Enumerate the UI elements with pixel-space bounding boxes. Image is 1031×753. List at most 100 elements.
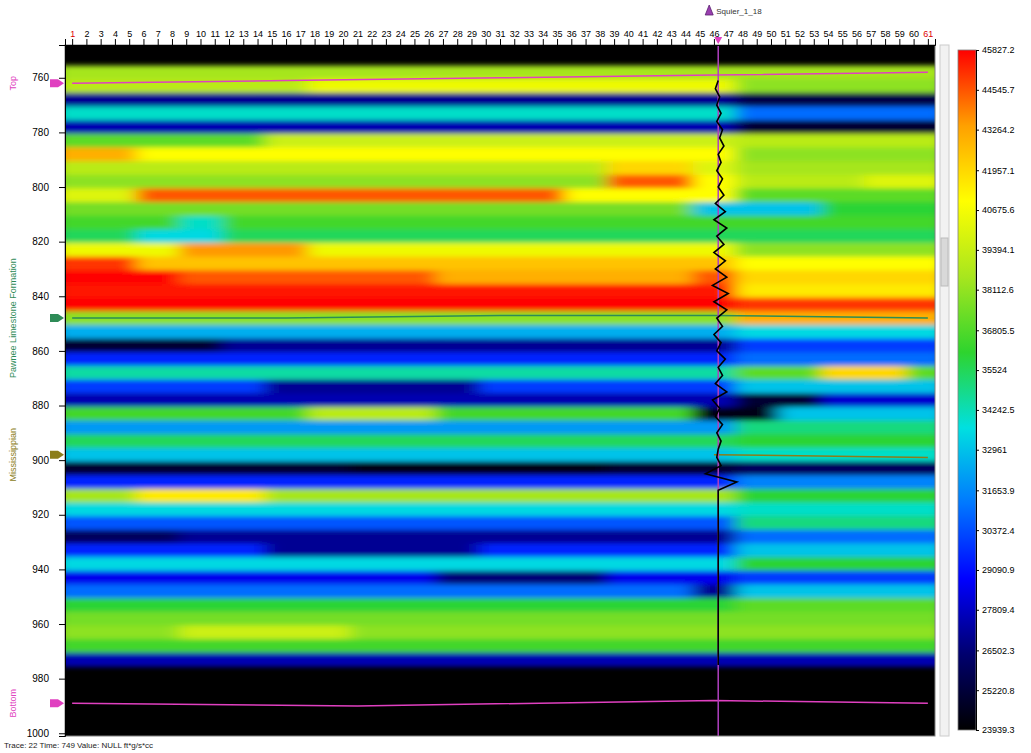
heat-cell — [65, 462, 94, 476]
heat-cell — [436, 79, 479, 93]
heat-cell — [821, 625, 864, 639]
heat-cell — [179, 625, 222, 639]
horizon-marker — [50, 314, 64, 322]
x-tick-mark — [414, 39, 415, 45]
horizon-line — [72, 315, 928, 318]
heat-cell — [436, 448, 479, 462]
heat-cell — [350, 284, 393, 298]
heat-cell — [307, 202, 350, 216]
heat-cell — [307, 584, 350, 598]
heat-cell — [265, 352, 308, 366]
x-tick-mark — [129, 39, 130, 45]
x-tick-mark — [329, 39, 330, 45]
heat-cell — [906, 216, 935, 230]
plot-background — [65, 45, 935, 736]
x-tick-mark — [742, 39, 743, 45]
heat-cell — [265, 366, 308, 380]
chart-svg: 1234567891011121314151617181920212223242… — [0, 0, 1031, 753]
x-tick-mark — [857, 39, 858, 45]
heat-cell — [350, 243, 393, 257]
heat-cell — [906, 530, 935, 544]
horizon-marker — [50, 699, 64, 707]
heat-cell — [479, 257, 522, 271]
heat-cell — [94, 598, 137, 612]
heat-cell — [94, 257, 137, 271]
heat-cell — [350, 106, 393, 120]
heat-cell — [906, 339, 935, 353]
heat-cell — [479, 625, 522, 639]
heat-cell — [350, 202, 393, 216]
heat-cell — [778, 270, 821, 284]
heat-cell — [778, 434, 821, 448]
heat-cell — [65, 134, 94, 148]
heat-cell — [436, 516, 479, 530]
heat-cell — [521, 202, 564, 216]
heat-cell — [136, 134, 179, 148]
heat-cell — [393, 161, 436, 175]
heat-cell — [693, 639, 736, 653]
heat-cell — [479, 653, 522, 667]
heat-cell — [607, 557, 650, 571]
heat-cell — [393, 65, 436, 79]
heat-cell — [393, 352, 436, 366]
heat-cell — [65, 175, 94, 189]
heat-cell — [479, 502, 522, 516]
heat-cell — [136, 147, 179, 161]
heat-cell — [265, 339, 308, 353]
heat-cell — [350, 147, 393, 161]
heat-cell — [436, 366, 479, 380]
heat-cell — [350, 120, 393, 134]
x-tick: 18 — [310, 29, 320, 45]
heat-cell — [607, 380, 650, 394]
heat-cell — [650, 543, 693, 557]
heat-cell — [350, 421, 393, 435]
heat-cell — [564, 161, 607, 175]
x-tick-label: 37 — [581, 29, 591, 39]
y-tick: 820 — [32, 236, 65, 247]
x-tick: 19 — [324, 29, 334, 45]
heat-cell — [864, 202, 907, 216]
heat-cell — [350, 188, 393, 202]
heat-cell — [864, 653, 907, 667]
heat-cell — [564, 448, 607, 462]
heat-cell — [350, 475, 393, 489]
heat-cell — [564, 366, 607, 380]
heat-cell — [307, 339, 350, 353]
heat-cell — [521, 339, 564, 353]
heat-cell — [906, 257, 935, 271]
heat-cell — [778, 161, 821, 175]
heat-cell — [521, 502, 564, 516]
heat-cell — [436, 393, 479, 407]
heat-cell — [136, 298, 179, 312]
heat-cell — [222, 257, 265, 271]
heat-cell — [650, 257, 693, 271]
heat-cell — [307, 229, 350, 243]
heat-cell — [65, 366, 94, 380]
heat-cell — [94, 161, 137, 175]
colorbar-tick-label: 36805.5 — [982, 326, 1015, 336]
x-tick: 27 — [438, 29, 448, 45]
heat-cell — [436, 270, 479, 284]
heat-cell — [307, 79, 350, 93]
heat-cell — [564, 175, 607, 189]
heat-cell — [778, 598, 821, 612]
heat-cell — [906, 557, 935, 571]
heat-cell — [136, 612, 179, 626]
heat-cell — [136, 584, 179, 598]
heat-cell — [179, 325, 222, 339]
heat-cell — [350, 311, 393, 325]
x-tick-label: 23 — [381, 29, 391, 39]
heat-cell — [307, 161, 350, 175]
heat-cell — [65, 571, 94, 585]
y-axis-line — [59, 46, 66, 737]
x-tick-mark — [700, 39, 701, 45]
heat-cell — [179, 380, 222, 394]
colorbar-tick-label: 41957.1 — [982, 166, 1015, 176]
heat-cell — [393, 298, 436, 312]
x-tick-mark — [229, 39, 230, 45]
heat-cell — [179, 352, 222, 366]
x-tick-label: 1 — [70, 29, 75, 39]
heat-cell — [693, 598, 736, 612]
heat-cell — [179, 147, 222, 161]
heat-cell — [778, 380, 821, 394]
